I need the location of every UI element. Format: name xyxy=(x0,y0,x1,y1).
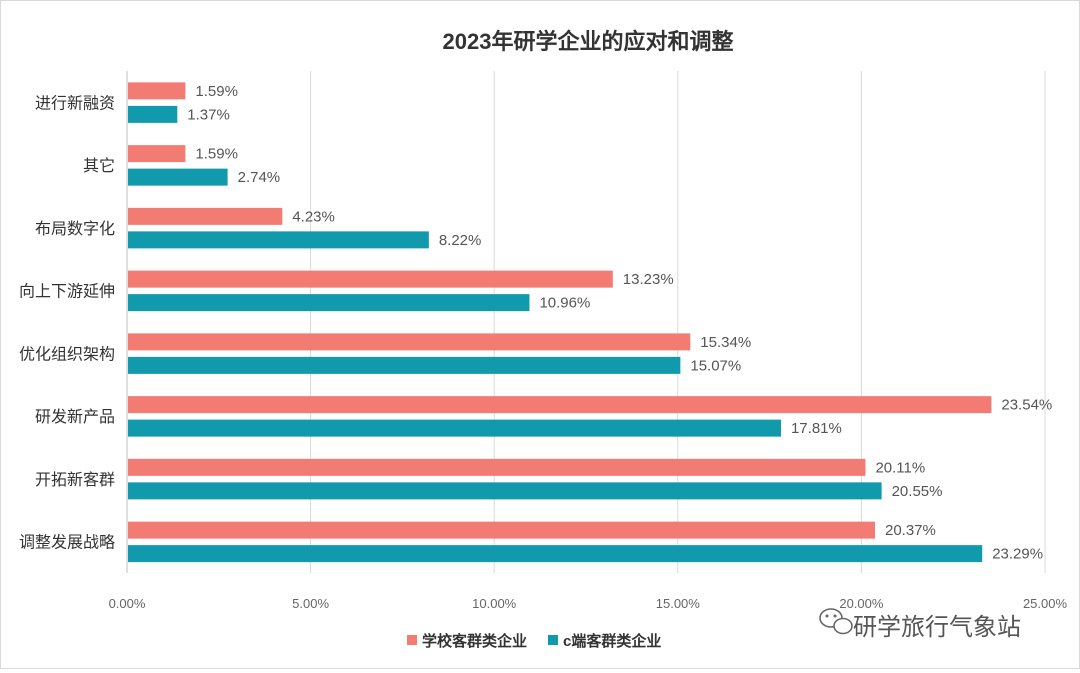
data-label: 20.37% xyxy=(885,522,936,539)
category-label: 布局数字化 xyxy=(35,220,115,238)
category-label: 进行新融资 xyxy=(35,94,115,112)
category-label: 调整发展战略 xyxy=(19,534,115,552)
data-label: 17.81% xyxy=(791,420,842,437)
data-label: 1.59% xyxy=(195,83,238,100)
bar-school xyxy=(128,333,691,351)
bar-school xyxy=(128,82,186,100)
bar-c-end xyxy=(128,419,781,437)
bar-school xyxy=(128,458,866,476)
data-labels: 1.59%1.37%1.59%2.74%4.23%8.22%13.23%10.9… xyxy=(187,83,1052,563)
bar-school xyxy=(128,396,992,414)
legend-swatch xyxy=(407,635,417,645)
data-label: 20.55% xyxy=(892,483,943,500)
grid-lines xyxy=(126,71,1046,573)
x-tick-label: 20.00% xyxy=(839,596,884,611)
category-label: 开拓新客群 xyxy=(35,471,115,489)
x-tick-label: 10.00% xyxy=(472,596,517,611)
x-tick-label: 15.00% xyxy=(656,596,701,611)
bar-school xyxy=(128,145,186,163)
x-tick-labels: 0.00% 5.00% 10.00% 15.00% 20.00% 25.00% xyxy=(109,596,1068,611)
bar-school xyxy=(128,521,875,539)
x-tick-label: 25.00% xyxy=(1023,596,1068,611)
data-label: 20.11% xyxy=(875,459,925,476)
chart-title: 2023年研学企业的应对和调整 xyxy=(443,29,734,54)
bar-school xyxy=(128,270,613,288)
bar-c-end xyxy=(128,482,882,500)
category-label: 研发新产品 xyxy=(35,408,115,426)
bar-c-end xyxy=(128,545,983,563)
data-label: 1.37% xyxy=(187,106,230,123)
bar-c-end xyxy=(128,356,681,374)
legend-swatch xyxy=(548,635,558,645)
data-label: 15.07% xyxy=(690,357,741,374)
x-tick-label: 0.00% xyxy=(109,596,146,611)
data-label: 2.74% xyxy=(238,169,281,186)
legend-label: c端客群类企业 xyxy=(563,632,661,650)
category-label: 其它 xyxy=(83,157,115,175)
data-label: 23.54% xyxy=(1001,397,1052,414)
legend: 学校客群类企业 c端客群类企业 xyxy=(407,632,661,650)
bar-c-end xyxy=(128,168,228,186)
category-label: 向上下游延伸 xyxy=(19,283,115,301)
data-label: 15.34% xyxy=(700,334,751,351)
category-label: 优化组织架构 xyxy=(19,345,115,363)
bars xyxy=(128,82,992,563)
data-label: 1.59% xyxy=(195,146,238,163)
wechat-icon xyxy=(819,608,853,635)
bar-c-end xyxy=(128,105,178,123)
data-label: 13.23% xyxy=(623,271,674,288)
data-label: 10.96% xyxy=(539,295,590,312)
bar-c-end xyxy=(128,231,429,249)
bar-c-end xyxy=(128,294,530,312)
data-label: 23.29% xyxy=(992,546,1043,563)
data-label: 4.23% xyxy=(292,208,335,225)
data-label: 8.22% xyxy=(439,232,482,249)
watermark-text: 研学旅行气象站 xyxy=(853,613,1021,641)
x-tick-label: 5.00% xyxy=(292,596,329,611)
legend-label: 学校客群类企业 xyxy=(422,632,527,650)
bar-school xyxy=(128,207,283,225)
